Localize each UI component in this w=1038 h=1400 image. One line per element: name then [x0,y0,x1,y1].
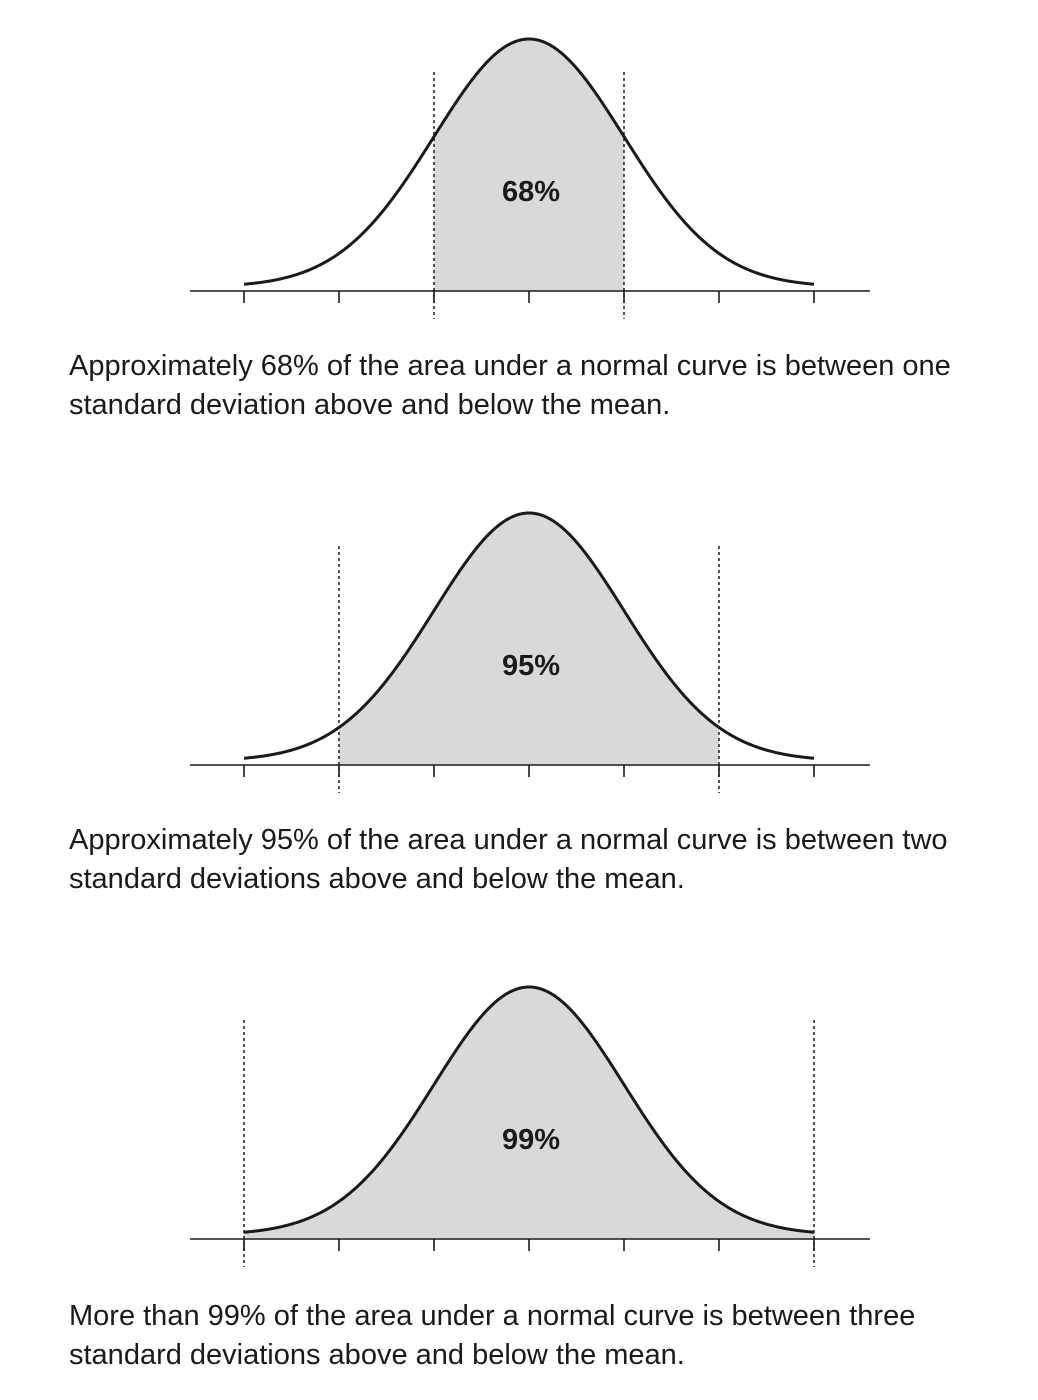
caption-line-1: Approximately 95% of the area under a no… [69,824,948,856]
caption-line-2: standard deviations above and below the … [69,1339,685,1371]
percentage-label: 95% [502,650,560,682]
shaded-area [434,39,624,291]
normal-curve-diagram-three-sd: 99% [190,985,870,1267]
panel-two-sd: 95% Approximately 95% of the area under … [0,474,1038,914]
normal-curve-diagram-one-sd: 68% [190,37,870,319]
shaded-area [244,987,814,1239]
normal-curve-diagram-two-sd: 95% [190,511,870,793]
caption-three-sd: More than 99% of the area under a normal… [69,1297,1038,1375]
normal-curve [243,37,815,286]
shaded-area [339,513,719,765]
caption-two-sd: Approximately 95% of the area under a no… [69,821,1038,899]
percentage-label: 68% [502,176,560,208]
caption-line-1: More than 99% of the area under a normal… [69,1300,916,1332]
panel-three-sd: 99% More than 99% of the area under a no… [0,948,1038,1388]
panel-one-sd: 68% Approximately 68% of the area under … [0,0,1038,440]
caption-line-2: standard deviations above and below the … [69,863,685,895]
caption-line-1: Approximately 68% of the area under a no… [69,350,951,382]
percentage-label: 99% [502,1124,560,1156]
normal-curve [243,985,815,1234]
caption-one-sd: Approximately 68% of the area under a no… [69,347,1038,425]
caption-line-2: standard deviation above and below the m… [69,389,671,421]
